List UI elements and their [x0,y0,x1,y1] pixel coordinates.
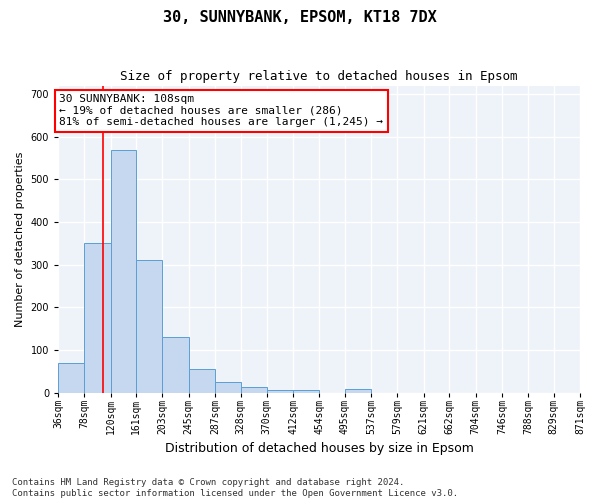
Bar [58,363,85,393]
Bar [293,390,319,393]
Bar [267,390,293,393]
Bar [110,150,136,393]
Y-axis label: Number of detached properties: Number of detached properties [15,152,25,327]
Bar [163,338,189,393]
Text: 30, SUNNYBANK, EPSOM, KT18 7DX: 30, SUNNYBANK, EPSOM, KT18 7DX [163,10,437,25]
Text: Contains HM Land Registry data © Crown copyright and database right 2024.
Contai: Contains HM Land Registry data © Crown c… [12,478,458,498]
Bar [215,382,241,393]
Title: Size of property relative to detached houses in Epsom: Size of property relative to detached ho… [120,70,518,83]
Bar [85,244,110,393]
Text: 30 SUNNYBANK: 108sqm
← 19% of detached houses are smaller (286)
81% of semi-deta: 30 SUNNYBANK: 108sqm ← 19% of detached h… [59,94,383,128]
Bar [136,260,163,393]
Bar [345,388,371,393]
X-axis label: Distribution of detached houses by size in Epsom: Distribution of detached houses by size … [164,442,473,455]
Bar [241,388,267,393]
Bar [189,368,215,393]
